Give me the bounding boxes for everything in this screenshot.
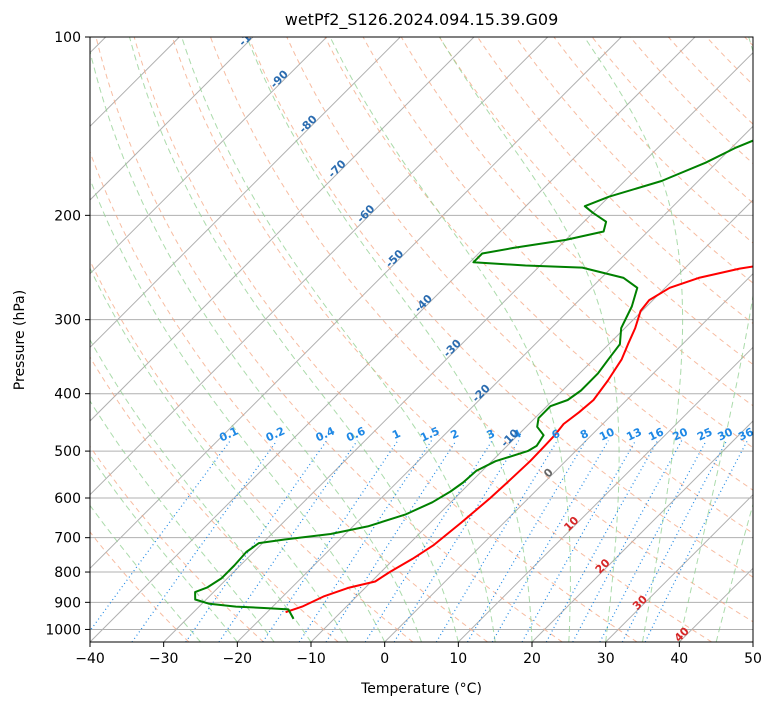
- adiabat-label: 10: [561, 514, 581, 534]
- y-tick-label: 700: [54, 531, 81, 547]
- mixing-ratio-label: 16: [646, 425, 666, 443]
- dry-adiabat-line: [211, 37, 775, 642]
- x-tick-label: −10: [296, 651, 326, 667]
- moist-adiabat-line: [0, 37, 274, 642]
- dry-adiabat-line: [478, 37, 775, 642]
- isotherm-line: [0, 37, 253, 642]
- isotherm-line: [385, 37, 775, 642]
- y-tick-label: 100: [54, 30, 81, 46]
- mixing-ratio-label: 3: [485, 427, 497, 442]
- dry-adiabat-line: [96, 37, 562, 642]
- y-tick-label: 500: [54, 444, 81, 460]
- adiabat-label: -40: [412, 292, 435, 315]
- y-tick-label: 800: [54, 565, 81, 581]
- dry-adiabat-line: [554, 37, 775, 642]
- moist-adiabat-line: [182, 37, 496, 642]
- plot-frame: [90, 37, 753, 642]
- dry-adiabat-line: [0, 37, 189, 642]
- adiabat-label: -60: [354, 202, 377, 225]
- moist-adiabat-line: [0, 37, 311, 642]
- mixing-ratio-label: 10: [597, 425, 617, 443]
- mixing-ratio-label: 20: [671, 425, 691, 443]
- mixing-ratio-label: 1: [390, 427, 402, 442]
- isotherm-line: [90, 37, 695, 642]
- adiabat-label: -80: [297, 112, 320, 135]
- x-tick-label: −20: [223, 651, 253, 667]
- dry-adiabat-line: [707, 37, 775, 642]
- y-tick-label: 400: [54, 387, 81, 403]
- adiabat-label: 30: [630, 592, 650, 612]
- chart-title: wetPf2_S126.2024.094.15.39.G09: [285, 10, 559, 30]
- x-tick-label: −30: [149, 651, 179, 667]
- isotherm-line: [16, 37, 621, 642]
- mixing-ratio-line: [394, 441, 519, 642]
- moist-adiabat-line: [0, 37, 201, 642]
- mixing-ratio-line: [82, 441, 231, 642]
- series-layer: [195, 37, 775, 619]
- y-tick-label: 600: [54, 491, 81, 507]
- dry-adiabat-line: [516, 37, 775, 642]
- mixing-ratio-line: [365, 441, 492, 642]
- isotherm-line: [0, 37, 400, 642]
- mixing-ratio-line: [186, 441, 327, 642]
- isotherm-line: [0, 37, 327, 642]
- y-tick-label: 1000: [45, 622, 81, 638]
- dry-adiabat-line: [20, 37, 413, 642]
- mixing-ratio-line: [326, 441, 456, 642]
- y-tick-label: 900: [54, 595, 81, 611]
- isotherm-line: [164, 37, 769, 642]
- adiabat-label: -50: [383, 247, 406, 270]
- x-tick-label: 40: [670, 651, 688, 667]
- dry-adiabat-line: [0, 37, 264, 642]
- mixing-ratio-label: 0.2: [264, 424, 287, 444]
- dewpoint-line: [195, 37, 775, 619]
- mixing-ratio-line: [263, 441, 398, 642]
- isotherm-line: [753, 37, 775, 642]
- isotherm-line: [0, 37, 474, 642]
- y-tick-label: 200: [54, 208, 81, 224]
- x-tick-label: 30: [597, 651, 615, 667]
- moist-adiabat-line: [0, 37, 237, 642]
- dry-adiabat-line: [0, 37, 338, 642]
- mixing-ratio-label: 0.1: [217, 424, 240, 444]
- mixing-ratio-label: 2: [449, 427, 461, 442]
- x-tick-label: 50: [744, 651, 762, 667]
- background-lines: [0, 37, 775, 642]
- isotherm-line: [237, 37, 775, 642]
- dry-adiabat-line: [134, 37, 637, 642]
- dry-adiabat-line: [668, 37, 775, 642]
- mixing-ratio-label: 25: [695, 425, 714, 443]
- moist-adiabat-line: [247, 37, 532, 642]
- dry-adiabat-line: [439, 37, 775, 642]
- x-tick-label: −40: [75, 651, 105, 667]
- dry-adiabat-line: [745, 37, 775, 642]
- mixing-ratio-label: 30: [716, 425, 736, 443]
- isotherm-line: [679, 37, 775, 642]
- x-tick-label: 10: [449, 651, 467, 667]
- adiabat-label: 20: [593, 556, 613, 576]
- y-tick-label: 300: [54, 313, 81, 329]
- adiabat-label: -70: [325, 157, 348, 180]
- moist-adiabat-line: [716, 37, 775, 642]
- mixing-ratio-label: 8: [578, 427, 590, 442]
- moist-adiabat-line: [330, 37, 570, 642]
- adiabat-label: -100: [236, 20, 265, 49]
- x-axis-label: Temperature (°C): [360, 681, 482, 697]
- x-tick-label: 20: [523, 651, 541, 667]
- mixing-ratio-label: 13: [624, 425, 643, 443]
- mixing-ratio-line: [645, 441, 747, 642]
- isotherm-line: [532, 37, 775, 642]
- y-axis-label: Pressure (hPa): [12, 290, 28, 390]
- isotherm-line: [458, 37, 775, 642]
- x-tick-label: 0: [380, 651, 389, 667]
- adiabat-label: -20: [470, 381, 493, 404]
- mixing-ratio-label: 0.4: [314, 424, 337, 444]
